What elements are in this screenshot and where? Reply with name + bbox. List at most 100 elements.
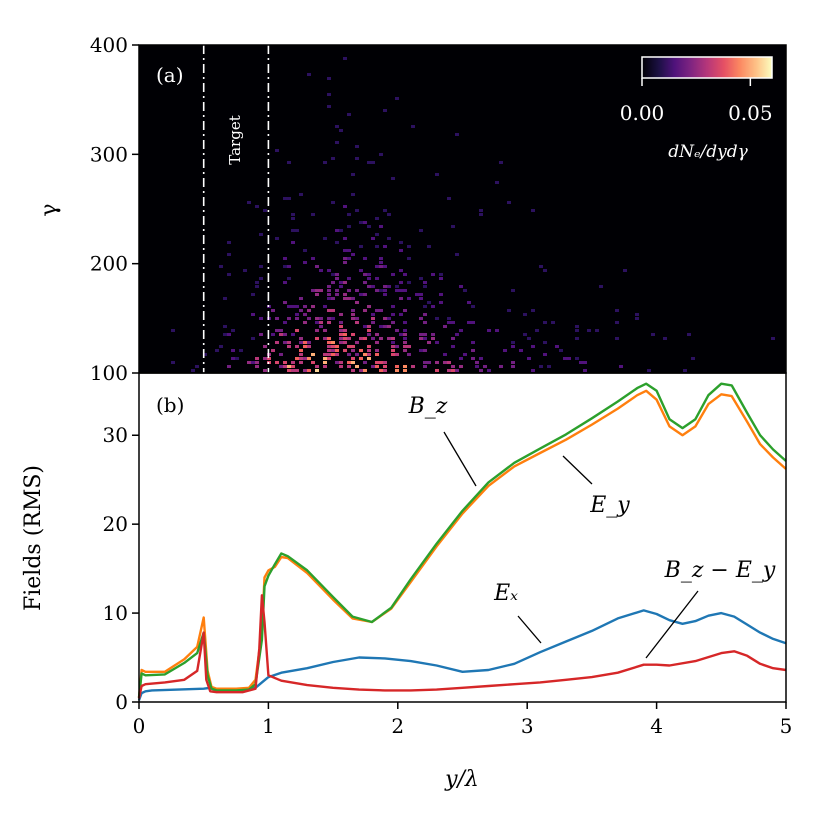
heatmap-cell (259, 317, 263, 320)
heatmap-cell (403, 329, 407, 332)
heatmap-cell (495, 329, 499, 332)
annotation-bz-minus-ey: B_z − E_y (664, 558, 776, 583)
heatmap-cell (287, 265, 291, 268)
heatmap-cell (423, 365, 427, 368)
heatmap-cell (423, 361, 427, 364)
heatmap-cell (367, 161, 371, 164)
heatmap-cell (395, 353, 399, 356)
heatmap-cell (575, 357, 579, 360)
heatmap-cell (307, 357, 311, 360)
heatmap-cell (171, 361, 175, 364)
heatmap-cell (335, 345, 339, 348)
heatmap-cell (431, 337, 435, 340)
heatmap-cell (371, 317, 375, 320)
heatmap-cell (543, 353, 547, 356)
heatmap-cell (447, 197, 451, 200)
heatmap-cell (347, 277, 351, 280)
heatmap-cell (335, 277, 339, 280)
y-tick-label: 300 (90, 142, 128, 166)
heatmap-cell (327, 337, 331, 340)
heatmap-cell (455, 369, 459, 372)
heatmap-cell (423, 321, 427, 324)
heatmap-cell (367, 285, 371, 288)
heatmap-cell (275, 341, 279, 344)
heatmap-cell (303, 357, 307, 360)
heatmap-cell (447, 321, 451, 324)
x-axis-title: y/λ (444, 767, 479, 792)
heatmap-cell (499, 161, 503, 164)
heatmap-cell (327, 93, 331, 96)
heatmap-cell (375, 289, 379, 292)
heatmap-cell (331, 341, 335, 344)
heatmap-cell (471, 321, 475, 324)
heatmap-cell (635, 313, 639, 316)
heatmap-cell (315, 329, 319, 332)
heatmap-cell (291, 369, 295, 372)
heatmap-cell (303, 369, 307, 372)
heatmap-cell (343, 237, 347, 240)
heatmap-cell (423, 337, 427, 340)
heatmap-cell (343, 341, 347, 344)
heatmap-cell (391, 321, 395, 324)
heatmap-cell (231, 357, 235, 360)
heatmap-cell (451, 225, 455, 228)
heatmap-cell (367, 333, 371, 336)
heatmap-cell (419, 277, 423, 280)
heatmap-cell (379, 289, 383, 292)
heatmap-cell (363, 337, 367, 340)
heatmap-cell (299, 353, 303, 356)
heatmap-cell (391, 337, 395, 340)
heatmap-cell (347, 353, 351, 356)
heatmap-cell (323, 305, 327, 308)
heatmap-cell (279, 365, 283, 368)
heatmap-cell (307, 317, 311, 320)
heatmap-cell (427, 301, 431, 304)
heatmap-cell (335, 241, 339, 244)
heatmap-cell (379, 257, 383, 260)
heatmap-cell (575, 329, 579, 332)
heatmap-cell (191, 369, 195, 372)
heatmap-cell (327, 269, 331, 272)
heatmap-cell (347, 361, 351, 364)
heatmap-cell (335, 273, 339, 276)
heatmap-cell (543, 321, 547, 324)
heatmap-cell (359, 245, 363, 248)
heatmap-cell (355, 145, 359, 148)
heatmap-cell (339, 365, 343, 368)
heatmap-cell (287, 197, 291, 200)
heatmap-cell (343, 293, 347, 296)
heatmap-cell (219, 265, 223, 268)
heatmap-cell (375, 365, 379, 368)
heatmap-cell (271, 349, 275, 352)
heatmap-cell (651, 333, 655, 336)
heatmap-cell (355, 157, 359, 160)
heatmap-cell (327, 321, 331, 324)
heatmap-cell (387, 337, 391, 340)
heatmap-cell (343, 349, 347, 352)
heatmap-cell (295, 313, 299, 316)
heatmap-cell (363, 281, 367, 284)
heatmap-cell (375, 353, 379, 356)
heatmap-cell (451, 321, 455, 324)
heatmap-cell (379, 361, 383, 364)
heatmap-cell (407, 257, 411, 260)
heatmap-cell (299, 349, 303, 352)
heatmap-cell (351, 369, 355, 372)
heatmap-cell (467, 321, 471, 324)
heatmap-cell (363, 369, 367, 372)
heatmap-cell (255, 361, 259, 364)
heatmap-cell (339, 313, 343, 316)
heatmap-cell (351, 309, 355, 312)
heatmap-cell (299, 341, 303, 344)
heatmap-cell (423, 281, 427, 284)
heatmap-cell (431, 273, 435, 276)
heatmap-cell (355, 321, 359, 324)
heatmap-cell (399, 249, 403, 252)
heatmap-cell (451, 337, 455, 340)
heatmap-cell (315, 337, 319, 340)
heatmap-cell (355, 289, 359, 292)
heatmap-cell (215, 349, 219, 352)
heatmap-cell (227, 365, 231, 368)
heatmap-cell (335, 349, 339, 352)
heatmap-cell (363, 293, 367, 296)
